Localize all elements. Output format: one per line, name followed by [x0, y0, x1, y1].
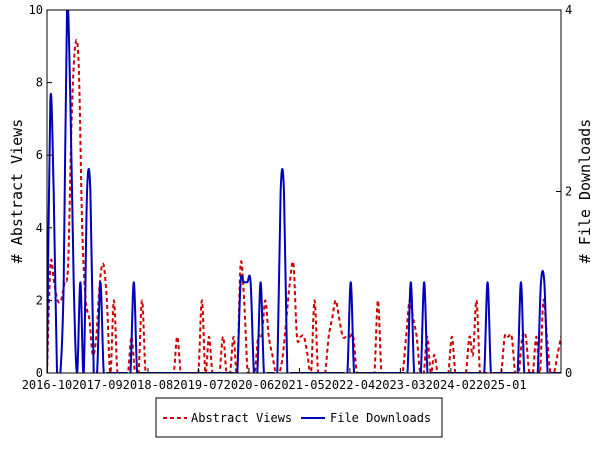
series-line-file-downloads [47, 10, 561, 373]
y-left-tick-label: 10 [29, 3, 43, 17]
y-left-tick-label: 4 [36, 221, 43, 235]
series-line-abstract-views [47, 39, 561, 373]
x-tick-label: 2019-07 [173, 378, 224, 392]
x-tick-label: 2016-10 [22, 378, 73, 392]
y-right-tick-label: 2 [565, 185, 572, 199]
x-tick-label: 2018-08 [123, 378, 174, 392]
y-axis-left-title: # Abstract Views [8, 119, 26, 264]
y-left-tick-label: 2 [36, 293, 43, 307]
x-tick-label: 2022-04 [325, 378, 376, 392]
legend-label-file-downloads: File Downloads [330, 411, 431, 425]
y-axis-right-title: # File Downloads [576, 119, 594, 264]
y-left-tick-label: 8 [36, 76, 43, 90]
y-right-tick-label: 0 [565, 366, 572, 380]
legend-label-abstract-views: Abstract Views [191, 411, 292, 425]
y-left-tick-label: 6 [36, 148, 43, 162]
x-tick-label: 2020-06 [224, 378, 275, 392]
plot-area [46, 9, 562, 374]
x-tick-label: 2021-05 [274, 378, 325, 392]
x-tick-label: 2017-09 [72, 378, 123, 392]
x-tick-label: 2024-02 [426, 378, 477, 392]
x-tick-label: 2025-01 [476, 378, 527, 392]
legend-box [155, 397, 443, 438]
x-tick-label: 2023-03 [375, 378, 426, 392]
legend: Abstract Views File Downloads [155, 397, 443, 438]
y-right-tick-label: 4 [565, 3, 572, 17]
y-left-tick-label: 0 [36, 366, 43, 380]
